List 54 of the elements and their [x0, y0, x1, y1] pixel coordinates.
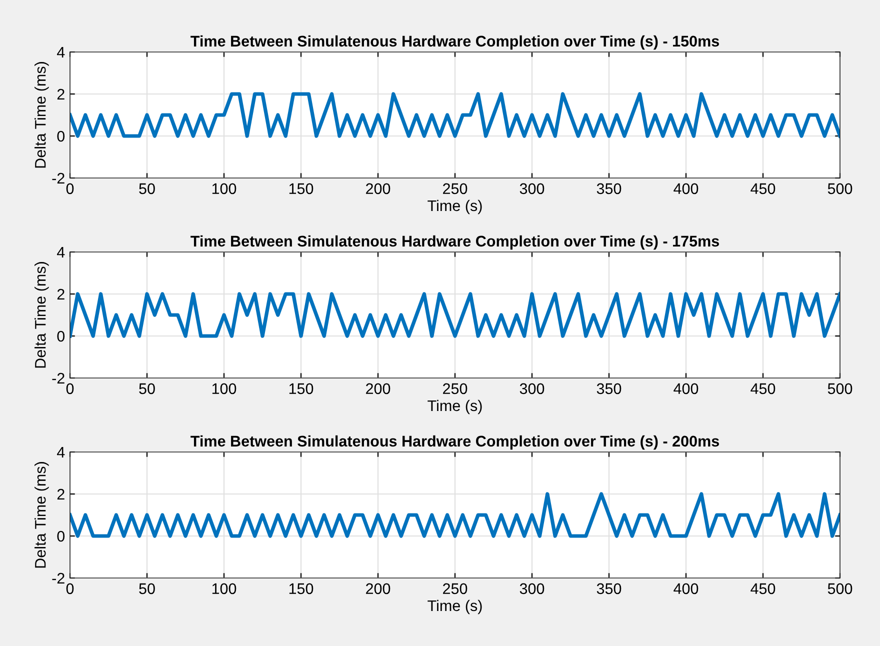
y-axis-title: Delta Time (ms) — [34, 262, 49, 368]
y-tick-label: 0 — [57, 530, 65, 542]
x-tick-label: 300 — [520, 183, 544, 194]
x-tick-label: 50 — [139, 383, 155, 394]
x-tick-label: 250 — [443, 383, 468, 394]
x-tick-label: 200 — [366, 383, 390, 394]
x-tick-label: 250 — [443, 583, 468, 594]
x-tick-label: 100 — [212, 583, 236, 594]
y-axis-title: Delta Time (ms) — [34, 462, 49, 568]
x-tick-label: 200 — [366, 583, 390, 594]
y-tick-label: 2 — [57, 88, 64, 100]
x-tick-label: 350 — [596, 583, 622, 594]
x-tick-label: 350 — [596, 183, 622, 194]
y-tick-label: 0 — [57, 330, 65, 342]
x-tick-label: 500 — [828, 583, 852, 594]
x-tick-label: 300 — [520, 383, 544, 394]
x-tick-label: 0 — [66, 583, 74, 594]
y-tick-label: -2 — [52, 572, 64, 584]
x-tick-label: 400 — [674, 183, 698, 194]
y-axis-title: Delta Time (ms) — [34, 62, 49, 168]
x-tick-label: 50 — [139, 583, 155, 594]
y-tick-label: 2 — [57, 288, 64, 300]
x-axis-title: Time (s) — [428, 600, 482, 614]
x-tick-label: 150 — [289, 383, 314, 394]
x-tick-label: 150 — [289, 183, 314, 194]
x-tick-label: 400 — [674, 383, 698, 394]
x-axis-title: Time (s) — [428, 200, 482, 214]
x-tick-label: 450 — [750, 583, 776, 594]
x-tick-label: 450 — [750, 183, 776, 194]
x-tick-label: 250 — [443, 183, 468, 194]
x-tick-label: 450 — [750, 383, 776, 394]
x-tick-label: 0 — [66, 183, 74, 194]
x-tick-label: 400 — [674, 583, 698, 594]
chart-title: Time Between Simulatenous Hardware Completion over Time (s) - 175ms — [190, 235, 720, 250]
x-tick-label: 100 — [212, 383, 236, 394]
x-tick-label: 300 — [520, 583, 544, 594]
y-tick-label: 4 — [56, 247, 65, 258]
x-tick-label: 0 — [66, 383, 74, 394]
y-tick-label: 4 — [56, 447, 65, 458]
x-tick-label: 500 — [828, 183, 852, 194]
x-tick-label: 150 — [289, 583, 314, 594]
chart-title: Time Between Simulatenous Hardware Completion over Time (s) - 200ms — [190, 435, 720, 450]
y-tick-label: 2 — [57, 488, 64, 500]
x-tick-label: 100 — [212, 183, 236, 194]
y-tick-label: 0 — [57, 130, 65, 142]
y-tick-label: 4 — [56, 47, 65, 58]
chart-title: Time Between Simulatenous Hardware Completion over Time (s) - 150ms — [190, 35, 720, 50]
y-tick-label: -2 — [52, 172, 64, 184]
y-tick-label: -2 — [52, 372, 64, 384]
x-tick-label: 500 — [828, 383, 852, 394]
x-tick-label: 200 — [366, 183, 390, 194]
x-tick-label: 50 — [139, 183, 155, 194]
x-axis-title: Time (s) — [428, 400, 482, 414]
x-tick-label: 350 — [596, 383, 622, 394]
